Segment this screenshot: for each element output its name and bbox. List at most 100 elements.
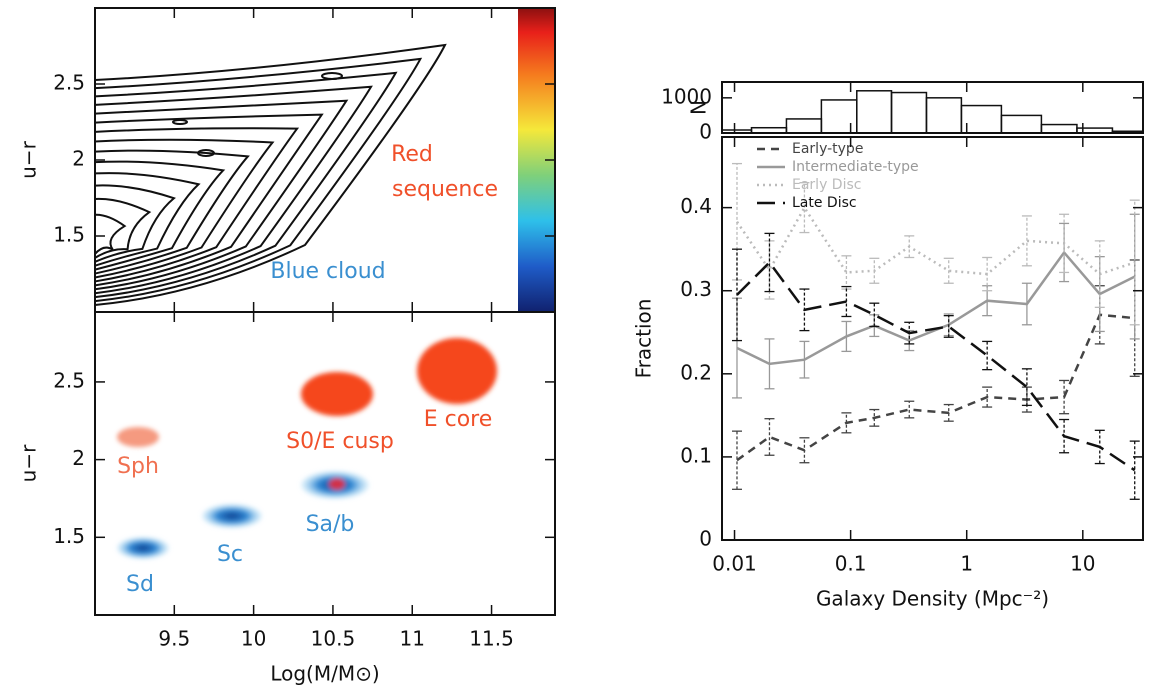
y-tick-label: 1000 <box>661 84 712 108</box>
blob <box>329 478 345 490</box>
contour <box>94 149 250 275</box>
contour <box>94 160 226 271</box>
contour <box>94 213 127 255</box>
error-bar <box>1129 440 1140 500</box>
annotation: Sc <box>217 542 243 567</box>
x-tick-label: 10 <box>241 627 266 651</box>
error-bar <box>982 386 993 408</box>
legend-label: Early-type <box>792 141 863 157</box>
blob <box>117 537 169 559</box>
y-tick-label: 2.5 <box>53 71 85 95</box>
error-bar <box>1021 368 1032 407</box>
error-bar <box>869 408 880 427</box>
contour <box>94 57 423 303</box>
annotation: Sa/b <box>306 512 355 537</box>
contour <box>94 172 201 267</box>
plot-frame <box>721 136 1144 541</box>
histogram-bar <box>890 91 928 134</box>
error-bar <box>904 400 915 419</box>
y-tick-label: 2 <box>72 446 85 470</box>
contour <box>94 127 300 283</box>
y-axis-label: u−r <box>17 140 41 178</box>
annotation: Blue cloud <box>270 259 385 284</box>
error-bar <box>1094 240 1105 308</box>
annotation: sequence <box>392 177 498 202</box>
x-tick-label: 10 <box>1070 552 1095 576</box>
contour <box>197 149 215 157</box>
error-bar <box>841 285 852 318</box>
contour <box>94 43 447 306</box>
legend-label: Intermediate-type <box>792 159 919 175</box>
error-bar <box>982 340 993 371</box>
y-tick-label: 0.3 <box>680 277 712 301</box>
series-line <box>735 205 1136 276</box>
y-tick-label: 0.1 <box>680 443 712 467</box>
plot-frame <box>721 81 1144 134</box>
y-tick-label: 0.2 <box>680 360 712 384</box>
contour <box>94 113 324 287</box>
x-tick-label: 9.5 <box>158 627 190 651</box>
contour <box>94 138 275 279</box>
annotation: Red <box>391 142 433 167</box>
x-tick-label: 0.01 <box>712 552 757 576</box>
y-axis-label: Fraction <box>632 299 656 379</box>
y-tick-label: 1.5 <box>53 524 85 548</box>
histogram-bar <box>1000 114 1043 134</box>
legend-label: Late Disc <box>792 195 857 211</box>
histogram-bar <box>856 90 893 134</box>
histogram-bar <box>1111 130 1144 134</box>
error-bar <box>943 257 954 284</box>
series-line <box>736 260 1136 472</box>
y-axis-label: N <box>687 100 711 115</box>
y-tick-label: 0 <box>699 120 712 144</box>
x-axis-label: Galaxy Density (Mpc⁻²) <box>816 587 1049 611</box>
contour-lines <box>94 43 447 306</box>
histogram-bar <box>820 99 858 134</box>
annotation: E core <box>424 407 493 432</box>
x-tick-label: 1 <box>960 552 973 576</box>
contour <box>94 197 152 259</box>
blob <box>417 338 497 404</box>
contour <box>172 119 188 125</box>
x-tick-label: 0.1 <box>835 552 867 576</box>
error-bar <box>1059 213 1070 274</box>
error-bar <box>764 232 775 293</box>
contour <box>94 71 398 299</box>
histogram-bar <box>925 97 963 134</box>
contour <box>94 85 373 295</box>
series-line <box>736 313 1135 462</box>
contour <box>94 184 176 263</box>
error-bar <box>799 182 810 234</box>
contour <box>94 99 349 291</box>
error-bar <box>731 430 742 490</box>
y-tick-label: 0.4 <box>680 194 712 218</box>
y-tick-label: 2 <box>72 147 85 171</box>
contour <box>321 72 343 80</box>
y-tick-label: 1.5 <box>53 223 85 247</box>
histogram-bar <box>785 118 823 134</box>
x-tick-label: 11.5 <box>469 627 514 651</box>
histogram-bar <box>1040 123 1078 134</box>
error-bar <box>1021 215 1032 267</box>
blob <box>301 372 373 416</box>
annotation: S0/E cusp <box>286 429 394 454</box>
error-bar <box>869 302 880 328</box>
x-tick-label: 10.5 <box>311 627 356 651</box>
error-bar <box>841 412 852 434</box>
error-bar <box>764 418 775 456</box>
annotation: Sph <box>117 454 159 479</box>
y-axis-label: u−r <box>17 444 41 482</box>
error-bar <box>943 314 954 338</box>
legend-label: Early Disc <box>792 177 861 193</box>
blob <box>202 504 262 528</box>
blobs <box>117 338 497 559</box>
x-axis-label: Log(M/M⊙) <box>270 662 379 686</box>
blob <box>117 427 159 447</box>
annotation: Sd <box>126 572 154 597</box>
series-line <box>736 250 1136 366</box>
plot-frame <box>94 311 556 616</box>
error-bar <box>943 403 954 422</box>
x-tick-label: 11 <box>400 627 425 651</box>
error-bar <box>982 256 993 292</box>
